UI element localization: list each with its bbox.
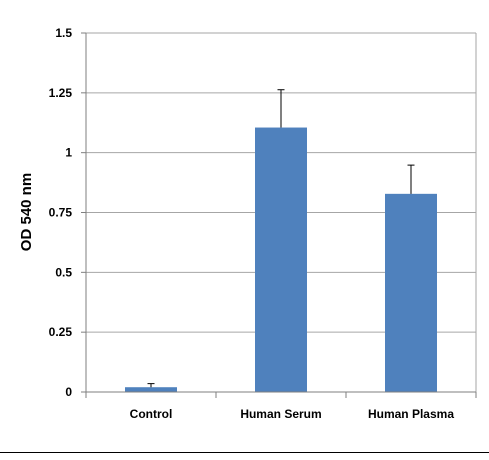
x-tick-label: Control [130,407,173,421]
y-tick-label: 1.5 [55,26,72,40]
y-axis-title: OD 540 nm [18,173,35,251]
x-tick-label: Human Serum [240,407,321,421]
y-tick-label: 0.25 [49,325,73,339]
y-tick-label: 0.5 [55,265,72,279]
bar-human-plasma [385,193,437,392]
x-tick-label: Human Plasma [368,407,454,421]
y-tick-label: 0.75 [49,206,73,220]
y-tick-label: 1.25 [49,86,73,100]
bar-human-serum [255,127,307,392]
y-tick-label: 0 [65,385,72,399]
y-tick-label: 1 [65,146,72,160]
bar-control [125,387,177,392]
